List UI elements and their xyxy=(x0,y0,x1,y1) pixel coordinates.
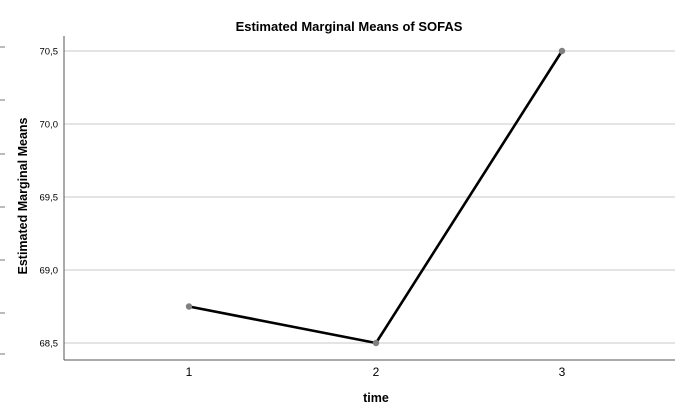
x-tick-label: 3 xyxy=(559,365,566,379)
y-axis-tick-labels: 68,5 69,0 69,5 70,0 70,5 xyxy=(40,47,59,350)
y-tick-label: 68,5 xyxy=(40,339,59,350)
x-tick-label: 2 xyxy=(373,365,380,379)
y-tick-label: 69,0 xyxy=(40,266,59,277)
x-axis-tick-labels: 1 2 3 xyxy=(186,365,566,379)
edge-ticks xyxy=(0,46,5,355)
x-tick-label: 1 xyxy=(186,365,193,379)
y-axis-title: Estimated Marginal Means xyxy=(16,117,30,274)
series-group xyxy=(185,47,566,347)
y-tick-label: 70,5 xyxy=(40,47,59,58)
data-point xyxy=(185,303,193,310)
gridlines xyxy=(64,50,675,344)
chart-title: Estimated Marginal Means of SOFAS xyxy=(236,19,463,34)
y-tick-label: 69,5 xyxy=(40,193,59,204)
data-point xyxy=(558,47,566,55)
x-axis-title: time xyxy=(363,391,389,404)
y-tick-label: 70,0 xyxy=(40,120,59,131)
data-point xyxy=(372,339,380,347)
